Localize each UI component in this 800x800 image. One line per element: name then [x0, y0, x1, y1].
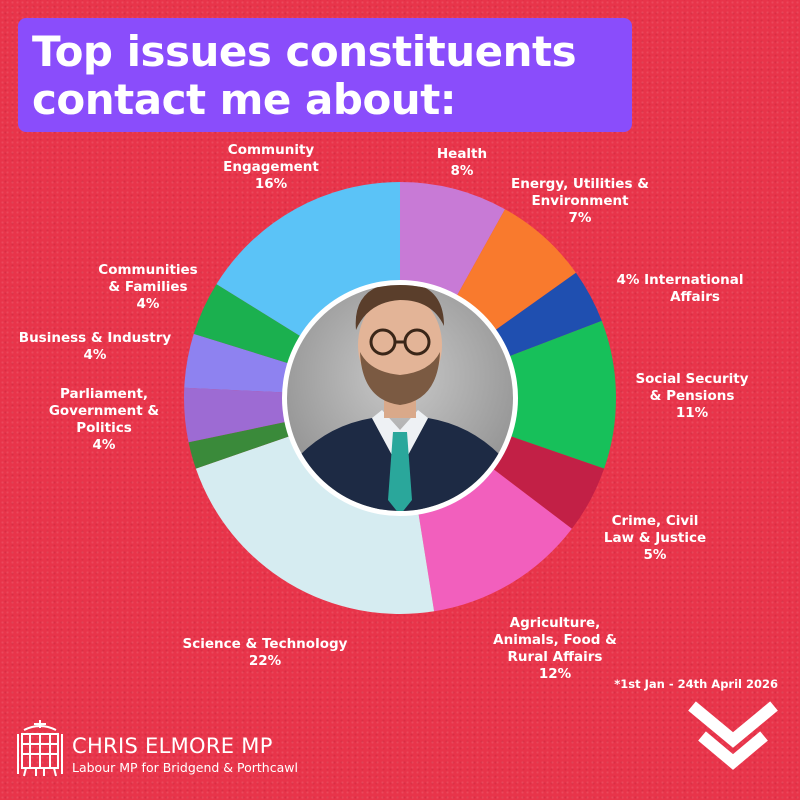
slice-label-communities: Communities & Families 4% [98, 262, 198, 312]
slice-label-science: Science & Technology 22% [182, 636, 348, 669]
date-range-note: *1st Jan - 24th April 2026 [614, 677, 778, 691]
slice-label-international: 4% International Affairs [616, 272, 744, 305]
title-banner: Top issues constituents contact me about… [18, 18, 632, 132]
slice-label-parliament: Parliament, Government & Politics 4% [48, 386, 160, 453]
slice-label-agriculture: Agriculture, Animals, Food & Rural Affairs… [493, 615, 617, 682]
chevron-down-icon[interactable] [688, 700, 778, 780]
mp-portrait [282, 280, 518, 516]
mp-name: CHRIS ELMORE MP [72, 734, 273, 758]
slice-label-business: Business & Industry 4% [18, 330, 172, 363]
slice-label-community-engagement: Community Engagement 16% [223, 142, 319, 192]
mp-constituency: Labour MP for Bridgend & Porthcawl [72, 760, 298, 775]
title-line-2: contact me about: [32, 75, 457, 124]
slice-label-health: Health 8% [436, 146, 488, 179]
title-line-1: Top issues constituents [32, 27, 577, 76]
slice-label-energy: Energy, Utilities & Environment 7% [511, 176, 649, 226]
portcullis-icon [17, 720, 63, 777]
slice-label-crime: Crime, Civil Law & Justice 5% [603, 513, 707, 563]
slice-label-social-security: Social Security & Pensions 11% [635, 371, 749, 421]
